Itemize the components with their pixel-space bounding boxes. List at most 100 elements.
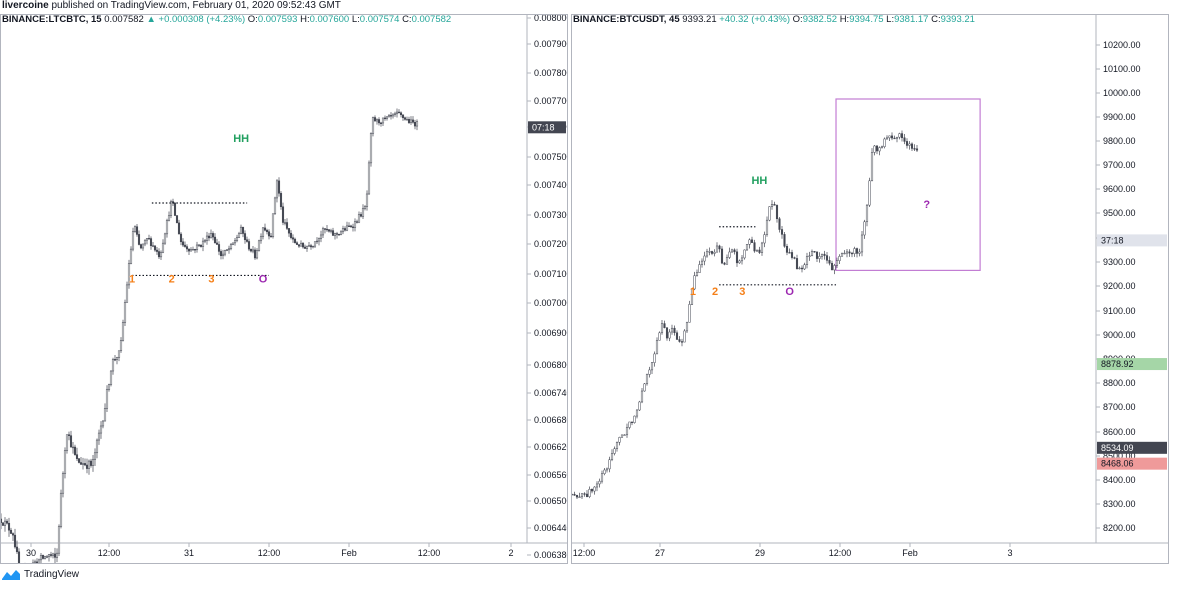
candle-body xyxy=(770,204,774,207)
candle-body xyxy=(121,322,125,341)
candle-body xyxy=(635,409,639,417)
candle-body xyxy=(75,454,79,459)
y-tick-label: 10100.00 xyxy=(1103,64,1141,74)
candle-body xyxy=(578,496,581,498)
candle-body xyxy=(127,263,131,286)
chart-panel-btcusdt[interactable]: 10200.00 10100.00 10000.00 9900.00 9800.00 97… xyxy=(571,14,1169,564)
candle-body xyxy=(43,556,47,559)
candle-body xyxy=(109,370,113,385)
candle-body xyxy=(618,437,621,443)
candle-body xyxy=(215,242,219,245)
candle-body xyxy=(401,114,405,118)
candle-body xyxy=(341,228,345,233)
candle-body xyxy=(103,408,107,422)
candle-body xyxy=(387,115,391,118)
candle-body xyxy=(833,265,836,271)
annotation-box[interactable] xyxy=(835,98,981,271)
candle-body xyxy=(11,533,15,536)
candle-body xyxy=(95,439,99,454)
candle-body xyxy=(865,204,869,223)
candle-body xyxy=(217,244,221,252)
candle-body xyxy=(63,450,67,474)
candlestick-chart-btcusdt[interactable]: 10200.00 10100.00 10000.00 9900.00 9800.00 97… xyxy=(572,15,1168,563)
price-badge xyxy=(1097,457,1167,470)
candle-body xyxy=(411,119,415,123)
x-tick-label: 27 xyxy=(655,548,665,558)
candle-body xyxy=(870,152,874,182)
candle-body xyxy=(117,350,121,358)
candle-body xyxy=(895,136,899,139)
candle-body xyxy=(760,242,764,253)
wave-label: 2 xyxy=(169,274,175,286)
tradingview-logo-icon xyxy=(2,570,20,580)
last-price: 9393.21 xyxy=(682,14,717,25)
author-name[interactable]: livercoine xyxy=(2,0,49,11)
candle-body xyxy=(271,213,275,238)
candle-body xyxy=(397,111,401,114)
candle-body xyxy=(3,520,7,526)
candle-body xyxy=(37,559,41,563)
candle-body xyxy=(683,330,686,343)
candle-body xyxy=(173,202,177,216)
candle-body xyxy=(149,238,153,246)
candle-body xyxy=(375,119,379,122)
footer-brand[interactable]: TradingView xyxy=(0,566,79,584)
candle-body xyxy=(623,434,626,436)
candle-body xyxy=(225,249,229,251)
candle-body xyxy=(163,233,167,244)
candle-body xyxy=(913,148,916,150)
candle-body xyxy=(583,493,586,495)
candle-body xyxy=(630,421,634,424)
candle-body xyxy=(590,489,594,492)
candle-body xyxy=(1,518,3,523)
candle-body xyxy=(77,458,81,463)
candle-body xyxy=(818,256,821,259)
candle-body xyxy=(243,233,247,240)
candle-body xyxy=(878,147,881,152)
y-tick-label: 8800.00 xyxy=(1103,378,1136,388)
candle-body xyxy=(688,304,691,323)
candle-body xyxy=(603,469,606,474)
candle-body xyxy=(331,230,335,236)
candle-body xyxy=(307,245,311,247)
candle-body xyxy=(395,111,399,115)
candle-body xyxy=(815,251,819,259)
candle-body xyxy=(315,240,319,243)
candle-body xyxy=(653,353,656,363)
candle-body xyxy=(343,228,347,231)
candle-body xyxy=(371,117,375,134)
candle-body xyxy=(39,555,43,561)
candle-body xyxy=(181,241,185,246)
candle-body xyxy=(241,226,245,234)
candle-body xyxy=(155,249,159,252)
candle-body xyxy=(325,228,329,231)
candle-body xyxy=(183,244,187,247)
candle-body xyxy=(337,233,341,236)
candle-body xyxy=(860,234,864,253)
candle-body xyxy=(205,235,209,241)
x-tick-label: Feb xyxy=(341,548,357,558)
candle-body xyxy=(187,248,191,252)
candle-body xyxy=(695,272,699,276)
candle-body xyxy=(115,357,119,360)
brand-name: TradingView xyxy=(24,569,80,580)
candle-body xyxy=(403,117,407,120)
candle-body xyxy=(177,222,181,235)
candle-body xyxy=(413,122,417,127)
candle-body xyxy=(665,327,669,339)
candle-body xyxy=(910,143,914,149)
candle-body xyxy=(135,226,139,235)
candle-body xyxy=(399,112,403,116)
symbol-label: BINANCE:BTCUSDT, 45 xyxy=(573,14,680,25)
candle-body xyxy=(53,553,57,558)
candle-body xyxy=(805,256,809,265)
candle-body xyxy=(648,369,651,375)
candle-body xyxy=(700,260,704,265)
candle-body xyxy=(361,208,365,217)
candle-body xyxy=(369,132,373,164)
